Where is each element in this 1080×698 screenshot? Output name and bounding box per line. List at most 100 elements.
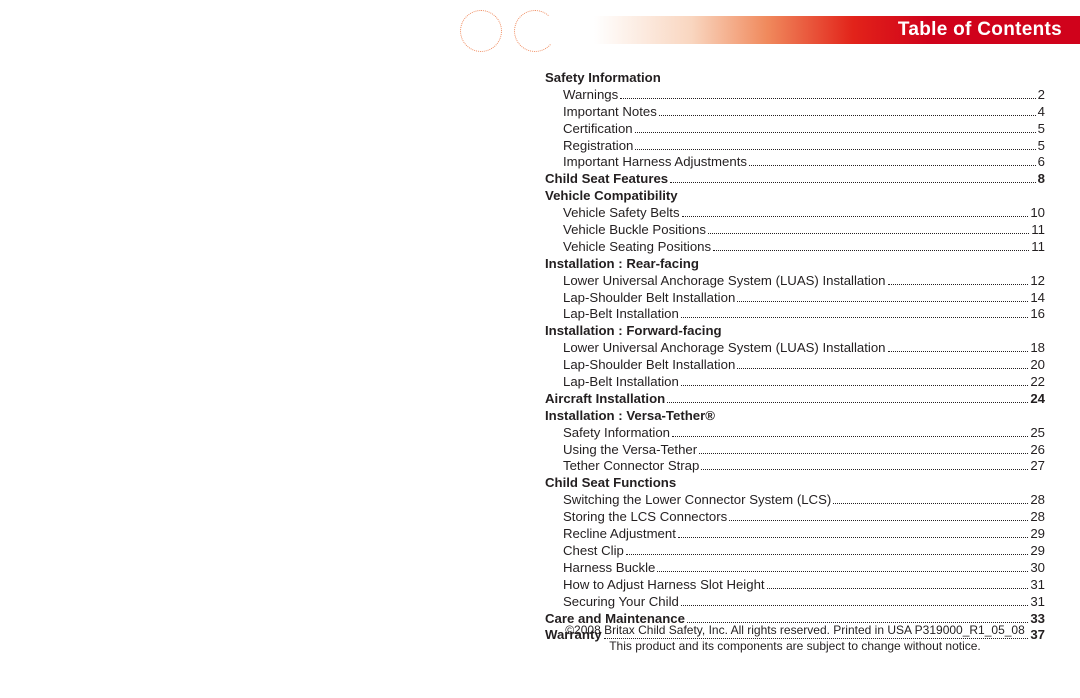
toc-entry: Recline Adjustment29 [545, 526, 1045, 543]
toc-entry-page: 5 [1038, 138, 1045, 155]
toc-entry-page: 18 [1030, 340, 1045, 357]
toc-entry-label: Lap-Belt Installation [545, 306, 679, 323]
toc-entry-label: Vehicle Buckle Positions [545, 222, 706, 239]
toc-entry-page: 11 [1031, 239, 1045, 256]
toc-entry: Lap-Belt Installation22 [545, 374, 1045, 391]
circle-icon [460, 10, 502, 52]
footer: ©2008 Britax Child Safety, Inc. All righ… [545, 622, 1045, 654]
toc-entry-label: Registration [545, 138, 633, 155]
toc-entry-label: How to Adjust Harness Slot Height [545, 577, 765, 594]
toc-entry: Lap-Belt Installation16 [545, 306, 1045, 323]
toc-entry-page: 27 [1030, 458, 1045, 475]
toc-entry: Using the Versa-Tether 26 [545, 442, 1045, 459]
toc-entry: Lap-Shoulder Belt Installation 14 [545, 290, 1045, 307]
page-title: Table of Contents [898, 19, 1062, 41]
toc-entry-page: 28 [1030, 509, 1045, 526]
toc-section-heading: Installation : Forward-facing [545, 323, 1045, 340]
toc-entry-label: Lower Universal Anchorage System (LUAS) … [545, 273, 886, 290]
toc-entry: Lower Universal Anchorage System (LUAS) … [545, 340, 1045, 357]
toc-leader-dots [729, 520, 1028, 521]
toc-entry-page: 31 [1030, 577, 1045, 594]
toc-entry-page: 11 [1031, 222, 1045, 239]
toc-entry-page: 30 [1030, 560, 1045, 577]
toc-entry: Securing Your Child31 [545, 594, 1045, 611]
toc-leader-dots [713, 250, 1029, 251]
toc-leader-dots [708, 233, 1029, 234]
toc-entry-label: Safety Information [545, 425, 670, 442]
toc-entry: Safety Information 25 [545, 425, 1045, 442]
toc-leader-dots [737, 301, 1028, 302]
toc-section-heading: Installation : Rear-facing [545, 256, 1045, 273]
toc-leader-dots [749, 165, 1036, 166]
toc-entry-label: Storing the LCS Connectors [545, 509, 727, 526]
toc-entry-page: 25 [1030, 425, 1045, 442]
toc-entry-label: Tether Connector Strap [545, 458, 699, 475]
toc-entry: Warnings 2 [545, 87, 1045, 104]
toc-entry: Lap-Shoulder Belt Installation 20 [545, 357, 1045, 374]
toc-entry-label: Important Harness Adjustments [545, 154, 747, 171]
toc-leader-dots [888, 284, 1029, 285]
toc-entry-label: Lap-Belt Installation [545, 374, 679, 391]
toc-entry-page: 31 [1030, 594, 1045, 611]
toc-entry: Certification 5 [545, 121, 1045, 138]
toc-entry-label: Using the Versa-Tether [545, 442, 697, 459]
toc-entry-page: 6 [1038, 154, 1045, 171]
copyright-line: ©2008 Britax Child Safety, Inc. All righ… [545, 622, 1045, 638]
toc-entry-label: Important Notes [545, 104, 657, 121]
toc-section-heading: Installation : Versa-Tether® [545, 408, 1045, 425]
toc-entry-label: Vehicle Safety Belts [545, 205, 680, 222]
disclaimer-line: This product and its components are subj… [545, 638, 1045, 654]
toc-leader-dots [701, 469, 1028, 470]
toc-entry: Important Harness Adjustments 6 [545, 154, 1045, 171]
toc-leader-dots [681, 385, 1028, 386]
toc-entry-page: 26 [1030, 442, 1045, 459]
toc-entry-page: 20 [1030, 357, 1045, 374]
header-band: Table of Contents [540, 16, 1080, 44]
toc-leader-dots [682, 216, 1029, 217]
toc-leader-dots [670, 182, 1036, 183]
toc-leader-dots [678, 537, 1028, 538]
toc-entry-label: Warnings [545, 87, 618, 104]
toc-leader-dots [681, 605, 1028, 606]
toc-entry-page: 2 [1038, 87, 1045, 104]
toc-leader-dots [833, 503, 1028, 504]
toc-entry-label: Lap-Shoulder Belt Installation [545, 357, 735, 374]
toc-entry: Vehicle Buckle Positions 11 [545, 222, 1045, 239]
toc-entry: Chest Clip29 [545, 543, 1045, 560]
toc-entry-page: 4 [1038, 104, 1045, 121]
toc-leader-dots [635, 132, 1036, 133]
toc-entry: Aircraft Installation 24 [545, 391, 1045, 408]
toc-section-heading: Child Seat Functions [545, 475, 1045, 492]
toc-entry-label: Chest Clip [545, 543, 624, 560]
toc-entry: Registration 5 [545, 138, 1045, 155]
toc-entry-label: Vehicle Seating Positions [545, 239, 711, 256]
toc-leader-dots [767, 588, 1029, 589]
toc-leader-dots [888, 351, 1029, 352]
toc-leader-dots [672, 436, 1028, 437]
toc-entry-page: 10 [1030, 205, 1045, 222]
toc-entry: Harness Buckle 30 [545, 560, 1045, 577]
toc-leader-dots [699, 453, 1028, 454]
toc-entry-page: 8 [1038, 171, 1045, 188]
toc-leader-dots [667, 402, 1028, 403]
toc-leader-dots [737, 368, 1028, 369]
toc-entry-label: Recline Adjustment [545, 526, 676, 543]
toc-leader-dots [659, 115, 1036, 116]
toc-entry-page: 24 [1030, 391, 1045, 408]
toc-entry: Important Notes 4 [545, 104, 1045, 121]
toc-entry-label: Aircraft Installation [545, 391, 665, 408]
toc-entry-page: 12 [1030, 273, 1045, 290]
toc-entry-page: 28 [1030, 492, 1045, 509]
toc-entry-label: Harness Buckle [545, 560, 655, 577]
toc-entry: Vehicle Seating Positions 11 [545, 239, 1045, 256]
toc-entry-label: Lower Universal Anchorage System (LUAS) … [545, 340, 886, 357]
toc-section-heading: Safety Information [545, 70, 1045, 87]
toc-entry: How to Adjust Harness Slot Height 31 [545, 577, 1045, 594]
toc-entry-label: Switching the Lower Connector System (LC… [545, 492, 831, 509]
toc-entry-page: 14 [1030, 290, 1045, 307]
toc-entry-label: Lap-Shoulder Belt Installation [545, 290, 735, 307]
toc-entry-page: 5 [1038, 121, 1045, 138]
toc-entry-label: Certification [545, 121, 633, 138]
toc-leader-dots [635, 149, 1035, 150]
toc-entry: Storing the LCS Connectors 28 [545, 509, 1045, 526]
